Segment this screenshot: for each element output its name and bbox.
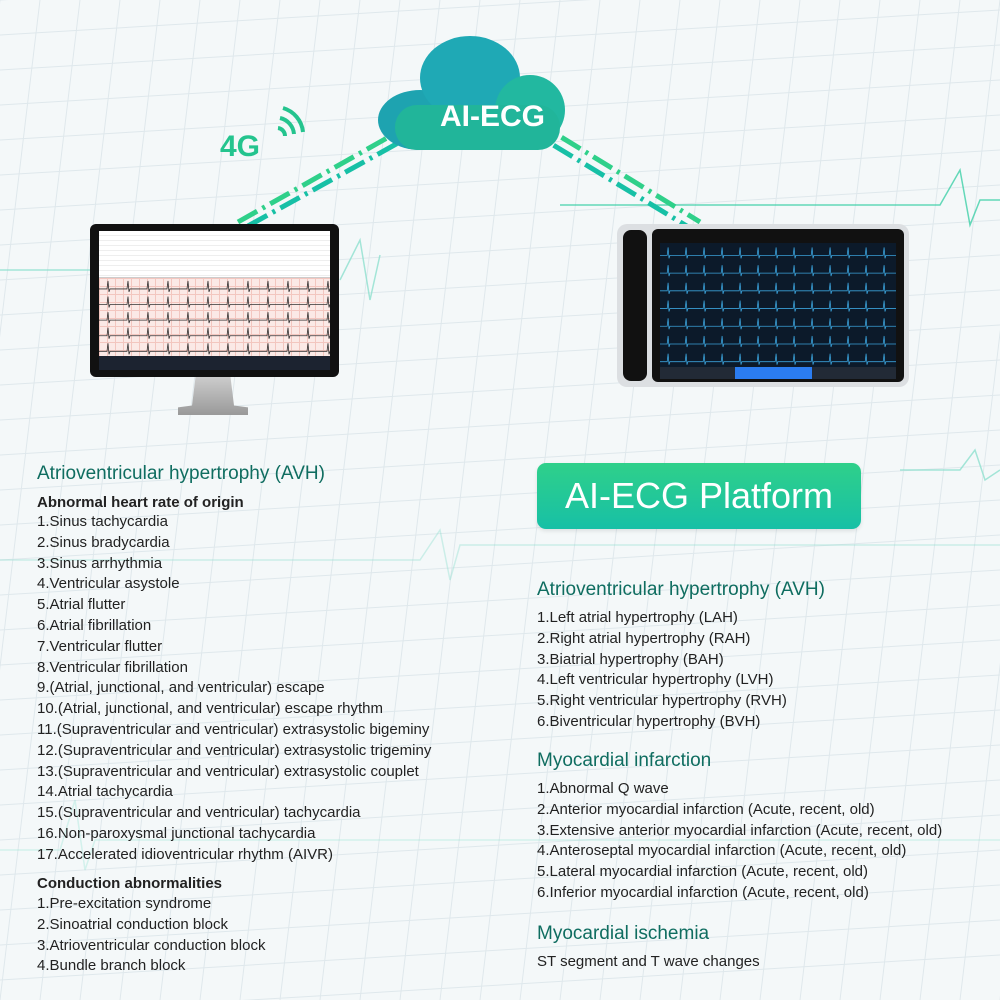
list-item: 1.Left atrial hypertrophy (LAH) — [537, 609, 738, 626]
list-item: 4.Left ventricular hypertrophy (LVH) — [537, 671, 774, 689]
conduction-list: 1.Pre-excitation syndrome 2.Sinoatrial co… — [37, 894, 265, 977]
list-item: 14.Atrial tachycardia — [37, 783, 173, 801]
list-item: 16.Non-paroxysmal junctional tachycardia — [37, 824, 316, 842]
list-item: 3.Sinus arrhythmia — [37, 554, 163, 572]
list-item: 13.(Supraventricular and ventricular) ex… — [37, 762, 419, 780]
list-item: 6.Biventricular hypertrophy (BVH) — [537, 712, 761, 730]
list-item: 10.(Atrial, junctional, and ventricular)… — [37, 700, 383, 718]
avh-list: 1.Left atrial hypertrophy (LAH) 2.Right a… — [537, 608, 787, 733]
list-item: 8.Ventricular fibrillation — [37, 658, 188, 676]
list-item: 15.(Supraventricular and ventricular) ta… — [37, 804, 361, 822]
list-item: 7.Ventricular flutter — [37, 637, 163, 655]
ecg-report-screen — [99, 231, 339, 370]
list-item: 3.Atrioventricular conduction block — [37, 936, 266, 954]
list-item: 9.(Atrial, junctional, and ventricular) … — [37, 679, 325, 697]
mi-title: Myocardial infarction — [537, 750, 712, 771]
left-title: Atrioventricular hypertrophy (AVH) — [37, 463, 325, 484]
tablet-side-panel — [623, 230, 647, 381]
list-item: 11.(Supraventricular and ventricular) ex… — [37, 720, 430, 738]
section-heading-conduction: Conduction abnormalities — [37, 875, 223, 892]
list-item: 12.(Supraventricular and ventricular) ex… — [37, 741, 432, 759]
list-item: 2.Sinoatrial conduction block — [37, 915, 228, 933]
tablet-ecg-waveform — [660, 243, 904, 367]
list-item: 4.Ventricular asystole — [37, 575, 180, 593]
list-item: 4.Anteroseptal myocardial infarction (Ac… — [537, 842, 907, 860]
tablet-screen — [652, 229, 904, 382]
list-item: 4.Bundle branch block — [37, 957, 186, 975]
list-item: 3.Biatrial hypertrophy (BAH) — [537, 650, 724, 668]
list-item: 1.Pre-excitation syndrome — [37, 895, 212, 912]
list-item: 2.Anterior myocardial infarction (Acute,… — [537, 800, 875, 818]
platform-button: AI-ECG Platform — [537, 463, 861, 529]
list-item: 6.Inferior myocardial infarction (Acute,… — [537, 883, 869, 901]
list-item: 5.Lateral myocardial infarction (Acute, … — [537, 863, 868, 881]
list-item: 3.Extensive anterior myocardial infarcti… — [537, 821, 943, 839]
ischemia-text: ST segment and T wave changes — [537, 953, 760, 970]
signal-icon — [277, 106, 305, 137]
list-item: 2.Sinus bradycardia — [37, 533, 170, 551]
section-heading-abnormal-rate: Abnormal heart rate of origin — [37, 494, 244, 511]
ecg-tablet — [617, 224, 909, 387]
report-toolbar — [99, 356, 330, 370]
list-item: 5.Atrial flutter — [37, 596, 126, 614]
list-item: 6.Atrial fibrillation — [37, 616, 152, 634]
ecg-waveform — [99, 278, 339, 356]
list-item: 1.Abnormal Q wave — [537, 780, 669, 797]
mi-list: 1.Abnormal Q wave 2.Anterior myocardial i… — [537, 779, 942, 904]
list-item: 2.Right atrial hypertrophy (RAH) — [537, 629, 751, 647]
list-item: 5.Right ventricular hypertrophy (RVH) — [537, 692, 787, 710]
abnormal-rate-list: 1.Sinus tachycardia 2.Sinus bradycardia 3.… — [37, 512, 431, 866]
ischemia-title: Myocardial ischemia — [537, 923, 710, 944]
cloud-label: AI-ECG — [440, 100, 545, 133]
list-item: 1.Sinus tachycardia — [37, 513, 168, 530]
desktop-monitor — [90, 224, 339, 377]
network-4g-label: 4G — [220, 130, 261, 163]
avh-title: Atrioventricular hypertrophy (AVH) — [537, 579, 825, 600]
list-item: 17.Accelerated idioventricular rhythm (A… — [37, 845, 333, 863]
tablet-active-buttons — [735, 367, 812, 379]
cloud-icon — [378, 36, 565, 150]
tablet-toolbar — [660, 367, 896, 379]
report-table — [99, 231, 330, 278]
